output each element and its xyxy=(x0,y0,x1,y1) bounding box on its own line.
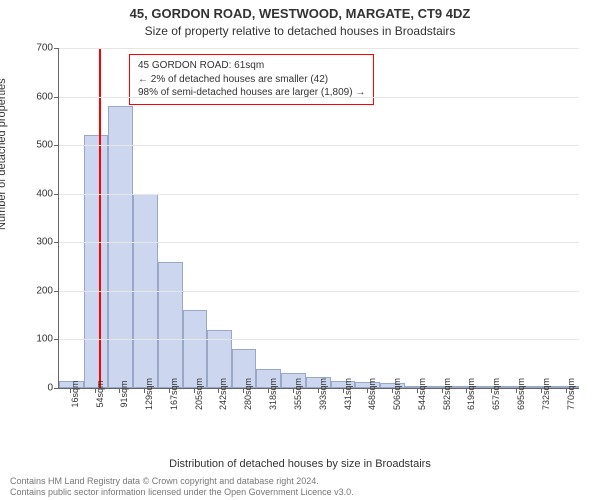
x-tick-label: 355sqm xyxy=(293,378,303,410)
x-tick-label: 544sqm xyxy=(417,378,427,410)
y-tick-mark xyxy=(54,145,59,146)
x-tick-label: 280sqm xyxy=(243,378,253,410)
info-line-2: ← 2% of detached houses are smaller (42) xyxy=(138,73,365,87)
x-tick-label: 205sqm xyxy=(194,378,204,410)
x-tick-label: 506sqm xyxy=(392,378,402,410)
x-tick-label: 732sqm xyxy=(541,378,551,410)
info-line-1: 45 GORDON ROAD: 61sqm xyxy=(138,59,365,73)
footer-line-1: Contains HM Land Registry data © Crown c… xyxy=(10,476,590,487)
x-tick-label: 16sqm xyxy=(70,380,80,407)
x-tick-label: 770sqm xyxy=(566,378,576,410)
x-tick-label: 619sqm xyxy=(466,378,476,410)
gridline-h xyxy=(59,291,579,292)
x-tick-label: 129sqm xyxy=(144,378,154,410)
footer-line-2: Contains public sector information licen… xyxy=(10,487,590,498)
x-tick-label: 393sqm xyxy=(318,378,328,410)
x-tick-label: 468sqm xyxy=(367,378,377,410)
y-tick-mark xyxy=(54,97,59,98)
y-tick-mark xyxy=(54,242,59,243)
gridline-h xyxy=(59,242,579,243)
y-tick-label: 100 xyxy=(23,334,53,345)
y-tick-mark xyxy=(54,194,59,195)
gridline-h xyxy=(59,194,579,195)
plot-area: 45 GORDON ROAD: 61sqm ← 2% of detached h… xyxy=(58,48,579,389)
y-tick-label: 600 xyxy=(23,91,53,102)
y-tick-mark xyxy=(54,48,59,49)
x-tick-label: 167sqm xyxy=(169,378,179,410)
chart-container: 45, GORDON ROAD, WESTWOOD, MARGATE, CT9 … xyxy=(0,0,600,500)
gridline-h xyxy=(59,48,579,49)
histogram-bar xyxy=(183,310,207,388)
y-tick-label: 0 xyxy=(23,383,53,394)
y-tick-mark xyxy=(54,291,59,292)
gridline-h xyxy=(59,145,579,146)
histogram-bar xyxy=(84,135,108,388)
y-axis-label: Number of detached properties xyxy=(0,78,8,230)
gridline-h xyxy=(59,339,579,340)
footer-attribution: Contains HM Land Registry data © Crown c… xyxy=(10,476,590,498)
x-tick-label: 242sqm xyxy=(218,378,228,410)
y-tick-mark xyxy=(54,339,59,340)
y-tick-label: 300 xyxy=(23,237,53,248)
y-tick-label: 500 xyxy=(23,140,53,151)
x-tick-label: 657sqm xyxy=(491,378,501,410)
gridline-h xyxy=(59,97,579,98)
x-tick-label: 582sqm xyxy=(442,378,452,410)
y-tick-label: 200 xyxy=(23,285,53,296)
x-tick-label: 431sqm xyxy=(343,378,353,410)
chart-title-main: 45, GORDON ROAD, WESTWOOD, MARGATE, CT9 … xyxy=(0,6,600,21)
histogram-bar xyxy=(108,106,133,388)
y-tick-label: 700 xyxy=(23,43,53,54)
y-tick-label: 400 xyxy=(23,188,53,199)
x-tick-label: 695sqm xyxy=(516,378,526,410)
y-tick-mark xyxy=(54,388,59,389)
chart-title-sub: Size of property relative to detached ho… xyxy=(0,24,600,38)
x-tick-label: 318sqm xyxy=(268,378,278,410)
x-axis-label: Distribution of detached houses by size … xyxy=(0,458,600,470)
x-tick-label: 54sqm xyxy=(95,380,105,407)
marker-line xyxy=(99,48,101,388)
x-tick-label: 91sqm xyxy=(119,380,129,407)
histogram-bar xyxy=(158,262,183,388)
